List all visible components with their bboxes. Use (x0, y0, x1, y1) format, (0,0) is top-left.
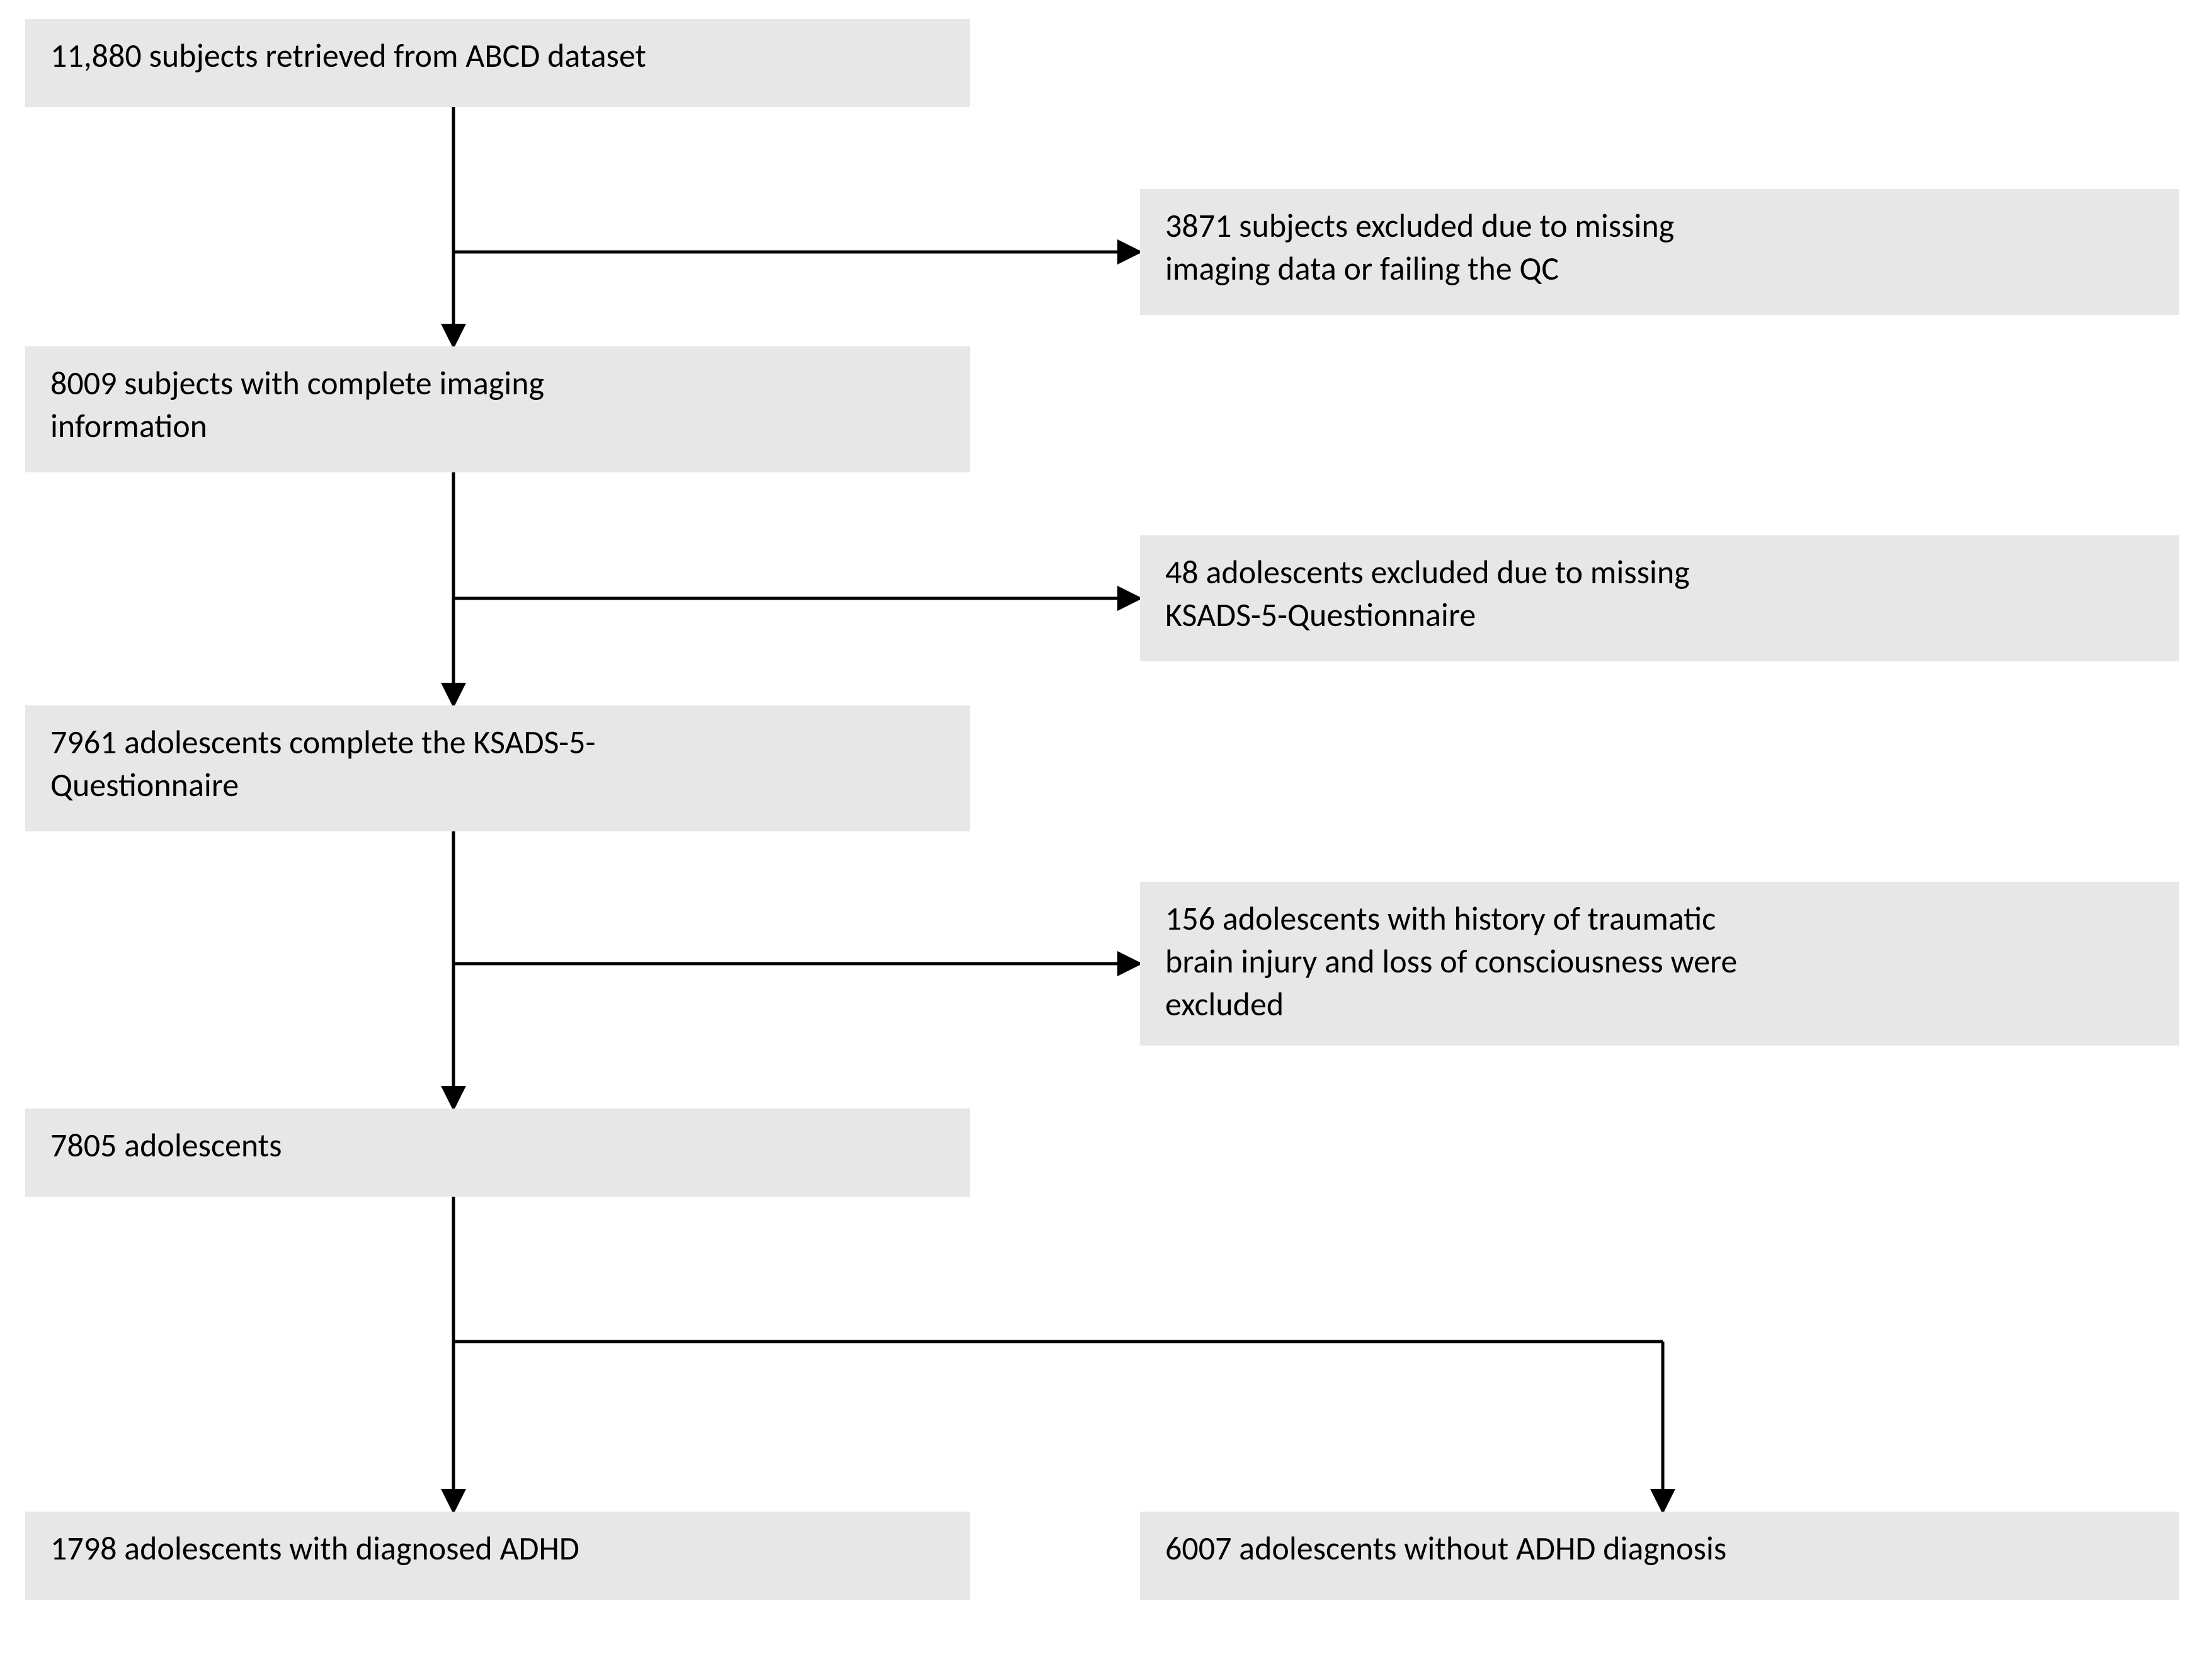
flow-box: 156 adolescents with history of traumati… (1140, 882, 2179, 1046)
flow-box-text: 3871 subjects excluded due to missing (1165, 205, 1674, 246)
flow-box-text: imaging data or failing the QC (1165, 248, 1559, 288)
flow-box: 48 adolescents excluded due to missingKS… (1140, 535, 2179, 661)
flow-box-text: 48 adolescents excluded due to missing (1165, 552, 1690, 592)
flow-box-text: 6007 adolescents without ADHD diagnosis (1165, 1528, 1726, 1568)
flow-box-text: 1798 adolescents with diagnosed ADHD (50, 1528, 579, 1568)
flow-box: 3871 subjects excluded due to missingima… (1140, 189, 2179, 315)
flow-box-text: 7961 adolescents complete the KSADS-5- (50, 722, 595, 762)
flow-box: 8009 subjects with complete imaginginfor… (25, 346, 970, 472)
flow-box-text: brain injury and loss of consciousness w… (1165, 941, 1737, 981)
connector (453, 1342, 1663, 1512)
flowchart-diagram: 11,880 subjects retrieved from ABCD data… (0, 0, 2212, 1659)
flow-box: 7805 adolescents (25, 1109, 970, 1197)
flow-box-text: Questionnaire (50, 765, 239, 805)
flow-box: 6007 adolescents without ADHD diagnosis (1140, 1512, 2179, 1600)
flow-box-text: 156 adolescents with history of traumati… (1165, 898, 1716, 938)
flow-box: 7961 adolescents complete the KSADS-5-Qu… (25, 705, 970, 831)
flow-box-text: KSADS-5-Questionnaire (1165, 595, 1476, 635)
flow-box: 11,880 subjects retrieved from ABCD data… (25, 19, 970, 107)
flow-box-text: 8009 subjects with complete imaging (50, 363, 544, 403)
flow-box: 1798 adolescents with diagnosed ADHD (25, 1512, 970, 1600)
flow-box-text: excluded (1165, 984, 1284, 1024)
boxes: 11,880 subjects retrieved from ABCD data… (25, 19, 2179, 1600)
flow-box-text: information (50, 406, 207, 446)
flow-box-text: 11,880 subjects retrieved from ABCD data… (50, 35, 646, 76)
flow-box-text: 7805 adolescents (50, 1125, 282, 1165)
